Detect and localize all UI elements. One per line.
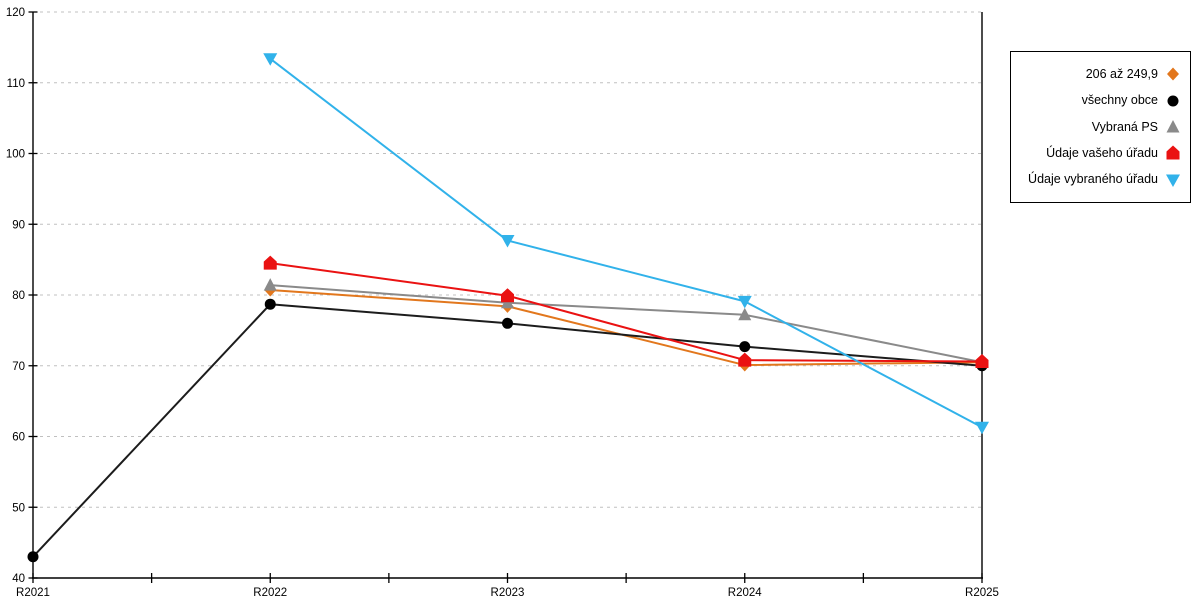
data-point-triangle-down [975, 421, 989, 435]
legend-label: Údaje vybraného úřadu [1028, 172, 1158, 187]
y-tick-label: 100 [6, 149, 25, 161]
circle-icon [1167, 95, 1179, 107]
triangle-up-icon [1166, 119, 1180, 133]
data-point-circle [739, 341, 751, 353]
data-point-triangle-down [263, 53, 278, 66]
data-point-circle [502, 317, 513, 329]
legend-item-4: Údaje vybraného úřadu [1011, 172, 1190, 188]
x-tick-label: R2024 [728, 587, 762, 599]
legend-item-3: Údaje vašeho úřadu [1011, 145, 1190, 161]
x-tick-label: R2023 [491, 587, 525, 599]
data-point-pentagon [263, 255, 277, 270]
data-point-circle [264, 298, 276, 310]
y-tick-label: 120 [6, 7, 25, 19]
y-tick-label: 80 [12, 290, 25, 302]
y-tick-label: 50 [12, 502, 25, 514]
legend-item-0: 206 až 249,9 [1011, 66, 1190, 82]
y-tick-label: 90 [12, 219, 25, 231]
diamond-icon [1167, 67, 1179, 81]
data-point-triangle-up [263, 278, 277, 291]
series-line-2 [270, 284, 983, 364]
legend-label: všechny obce [1081, 93, 1158, 108]
legend: 206 až 249,9 všechny obce Vybraná PS Údaje … [1010, 51, 1191, 203]
legend-label: Vybraná PS [1091, 119, 1158, 134]
series-line-4 [269, 57, 983, 429]
x-tick-label: R2022 [253, 587, 287, 599]
data-point-triangle-down [500, 235, 515, 248]
data-point-pentagon [738, 352, 752, 367]
x-tick-label: R2025 [965, 587, 999, 599]
data-point-triangle-down [737, 295, 752, 309]
y-tick-label: 60 [12, 432, 25, 444]
y-tick-label: 110 [7, 78, 25, 90]
legend-item-2: Vybraná PS [1011, 119, 1190, 135]
pentagon-icon [1166, 145, 1180, 160]
triangle-down-icon [1166, 174, 1180, 187]
data-point-circle [27, 551, 39, 563]
series-line-1 [32, 303, 983, 558]
y-tick-label: 40 [12, 573, 25, 585]
data-point-triangle-up [738, 307, 752, 321]
y-tick-label: 70 [12, 361, 25, 373]
legend-label: 206 až 249,9 [1085, 67, 1158, 82]
data-point-pentagon [501, 288, 514, 303]
legend-label: Údaje vašeho úřadu [1046, 146, 1158, 161]
x-tick-label: R2021 [16, 587, 50, 599]
series-line-3 [270, 262, 983, 363]
data-point-pentagon [975, 354, 989, 369]
legend-item-1: všechny obce [1011, 93, 1190, 109]
